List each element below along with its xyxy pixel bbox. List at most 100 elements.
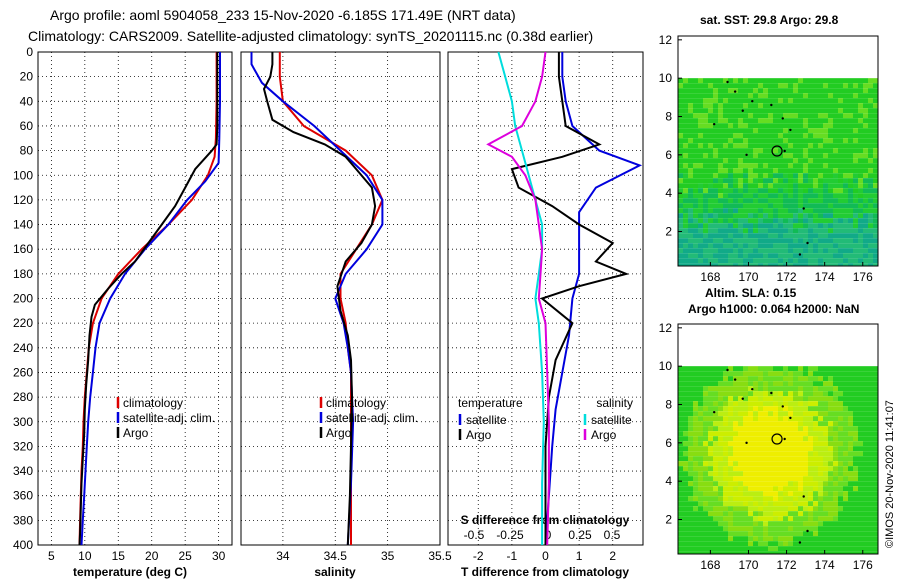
map-cell [773, 213, 778, 219]
map-cell [848, 113, 853, 119]
map-cell [868, 203, 873, 209]
map-cell [848, 541, 853, 547]
map-cell [868, 501, 873, 507]
map-cell [718, 366, 723, 372]
map-cell [823, 521, 828, 527]
map-cell [803, 441, 808, 447]
map-cell [853, 138, 858, 144]
map-cell [803, 128, 808, 134]
map-cell [868, 436, 873, 442]
map-cell [778, 531, 783, 537]
map-cell [788, 208, 793, 214]
map-cell [778, 511, 783, 517]
map-cell [863, 381, 868, 387]
map-cell [868, 93, 873, 99]
map-cell [728, 421, 733, 427]
map-cell [743, 516, 748, 522]
map-cell [868, 451, 873, 457]
map-cell [718, 476, 723, 482]
map-cell [818, 551, 823, 554]
map-cell [793, 466, 798, 472]
map-cell [783, 253, 788, 259]
map-cell [683, 138, 688, 144]
map-cell [748, 113, 753, 119]
island-dot [798, 541, 802, 544]
y-tick-label: 140 [13, 218, 33, 232]
map-cell [748, 516, 753, 522]
map-cell [748, 491, 753, 497]
map-cell [838, 451, 843, 457]
map-cell [763, 93, 768, 99]
map-cell [793, 436, 798, 442]
map-cell [778, 113, 783, 119]
map-cell [863, 471, 868, 477]
map-cell [808, 456, 813, 462]
map-cell [833, 243, 838, 249]
map-cell [813, 178, 818, 184]
map-cell [743, 263, 748, 266]
map-cell [843, 551, 848, 554]
map-cell [718, 501, 723, 507]
map-cell [808, 536, 813, 542]
map-cell [818, 371, 823, 377]
map-cell [688, 188, 693, 194]
map-cell [788, 118, 793, 124]
map-cell [853, 178, 858, 184]
map-cell [863, 366, 868, 372]
map-cell [838, 536, 843, 542]
map-cell [703, 193, 708, 199]
map-cell [738, 431, 743, 437]
map-cell [758, 371, 763, 377]
map-cell [678, 451, 683, 457]
map-cell [683, 143, 688, 149]
map-cell [693, 133, 698, 139]
map-cell [793, 376, 798, 382]
map-cell [708, 113, 713, 119]
map-cell [873, 516, 878, 522]
map-cell [848, 446, 853, 452]
map-cell [733, 178, 738, 184]
map-cell [798, 218, 803, 224]
x-tick-label: -2 [473, 549, 484, 563]
map-cell [823, 466, 828, 472]
map-cell [708, 406, 713, 412]
map-cell [763, 173, 768, 179]
map-cell [768, 396, 773, 402]
map-cell [763, 118, 768, 124]
map-cell [853, 263, 858, 266]
map-cell [708, 233, 713, 239]
map-cell [788, 178, 793, 184]
map-cell [768, 188, 773, 194]
map-cell [768, 78, 773, 84]
map-cell [778, 78, 783, 84]
map-cell [833, 198, 838, 204]
map-cell [698, 133, 703, 139]
map-cell [683, 208, 688, 214]
map-cell [863, 436, 868, 442]
map-cell [693, 551, 698, 554]
map-cell [723, 188, 728, 194]
map-cell [758, 541, 763, 547]
map-cell [848, 263, 853, 266]
map-cell [678, 496, 683, 502]
map-cell [748, 551, 753, 554]
map-cell [683, 203, 688, 209]
map-cell [678, 218, 683, 224]
x-tick-label: 34 [276, 549, 290, 563]
map-cell [798, 208, 803, 214]
map-cell [848, 461, 853, 467]
map-cell [743, 243, 748, 249]
map-cell [763, 218, 768, 224]
map-cell [738, 93, 743, 99]
map-cell [798, 238, 803, 244]
map-cell [703, 78, 708, 84]
map-cell [828, 396, 833, 402]
y-tick-label: 100 [13, 168, 33, 182]
map-cell [848, 98, 853, 104]
map-cell [788, 366, 793, 372]
map-cell [793, 416, 798, 422]
map-cell [828, 173, 833, 179]
map-cell [748, 233, 753, 239]
map-cell [803, 396, 808, 402]
map-cell [703, 208, 708, 214]
